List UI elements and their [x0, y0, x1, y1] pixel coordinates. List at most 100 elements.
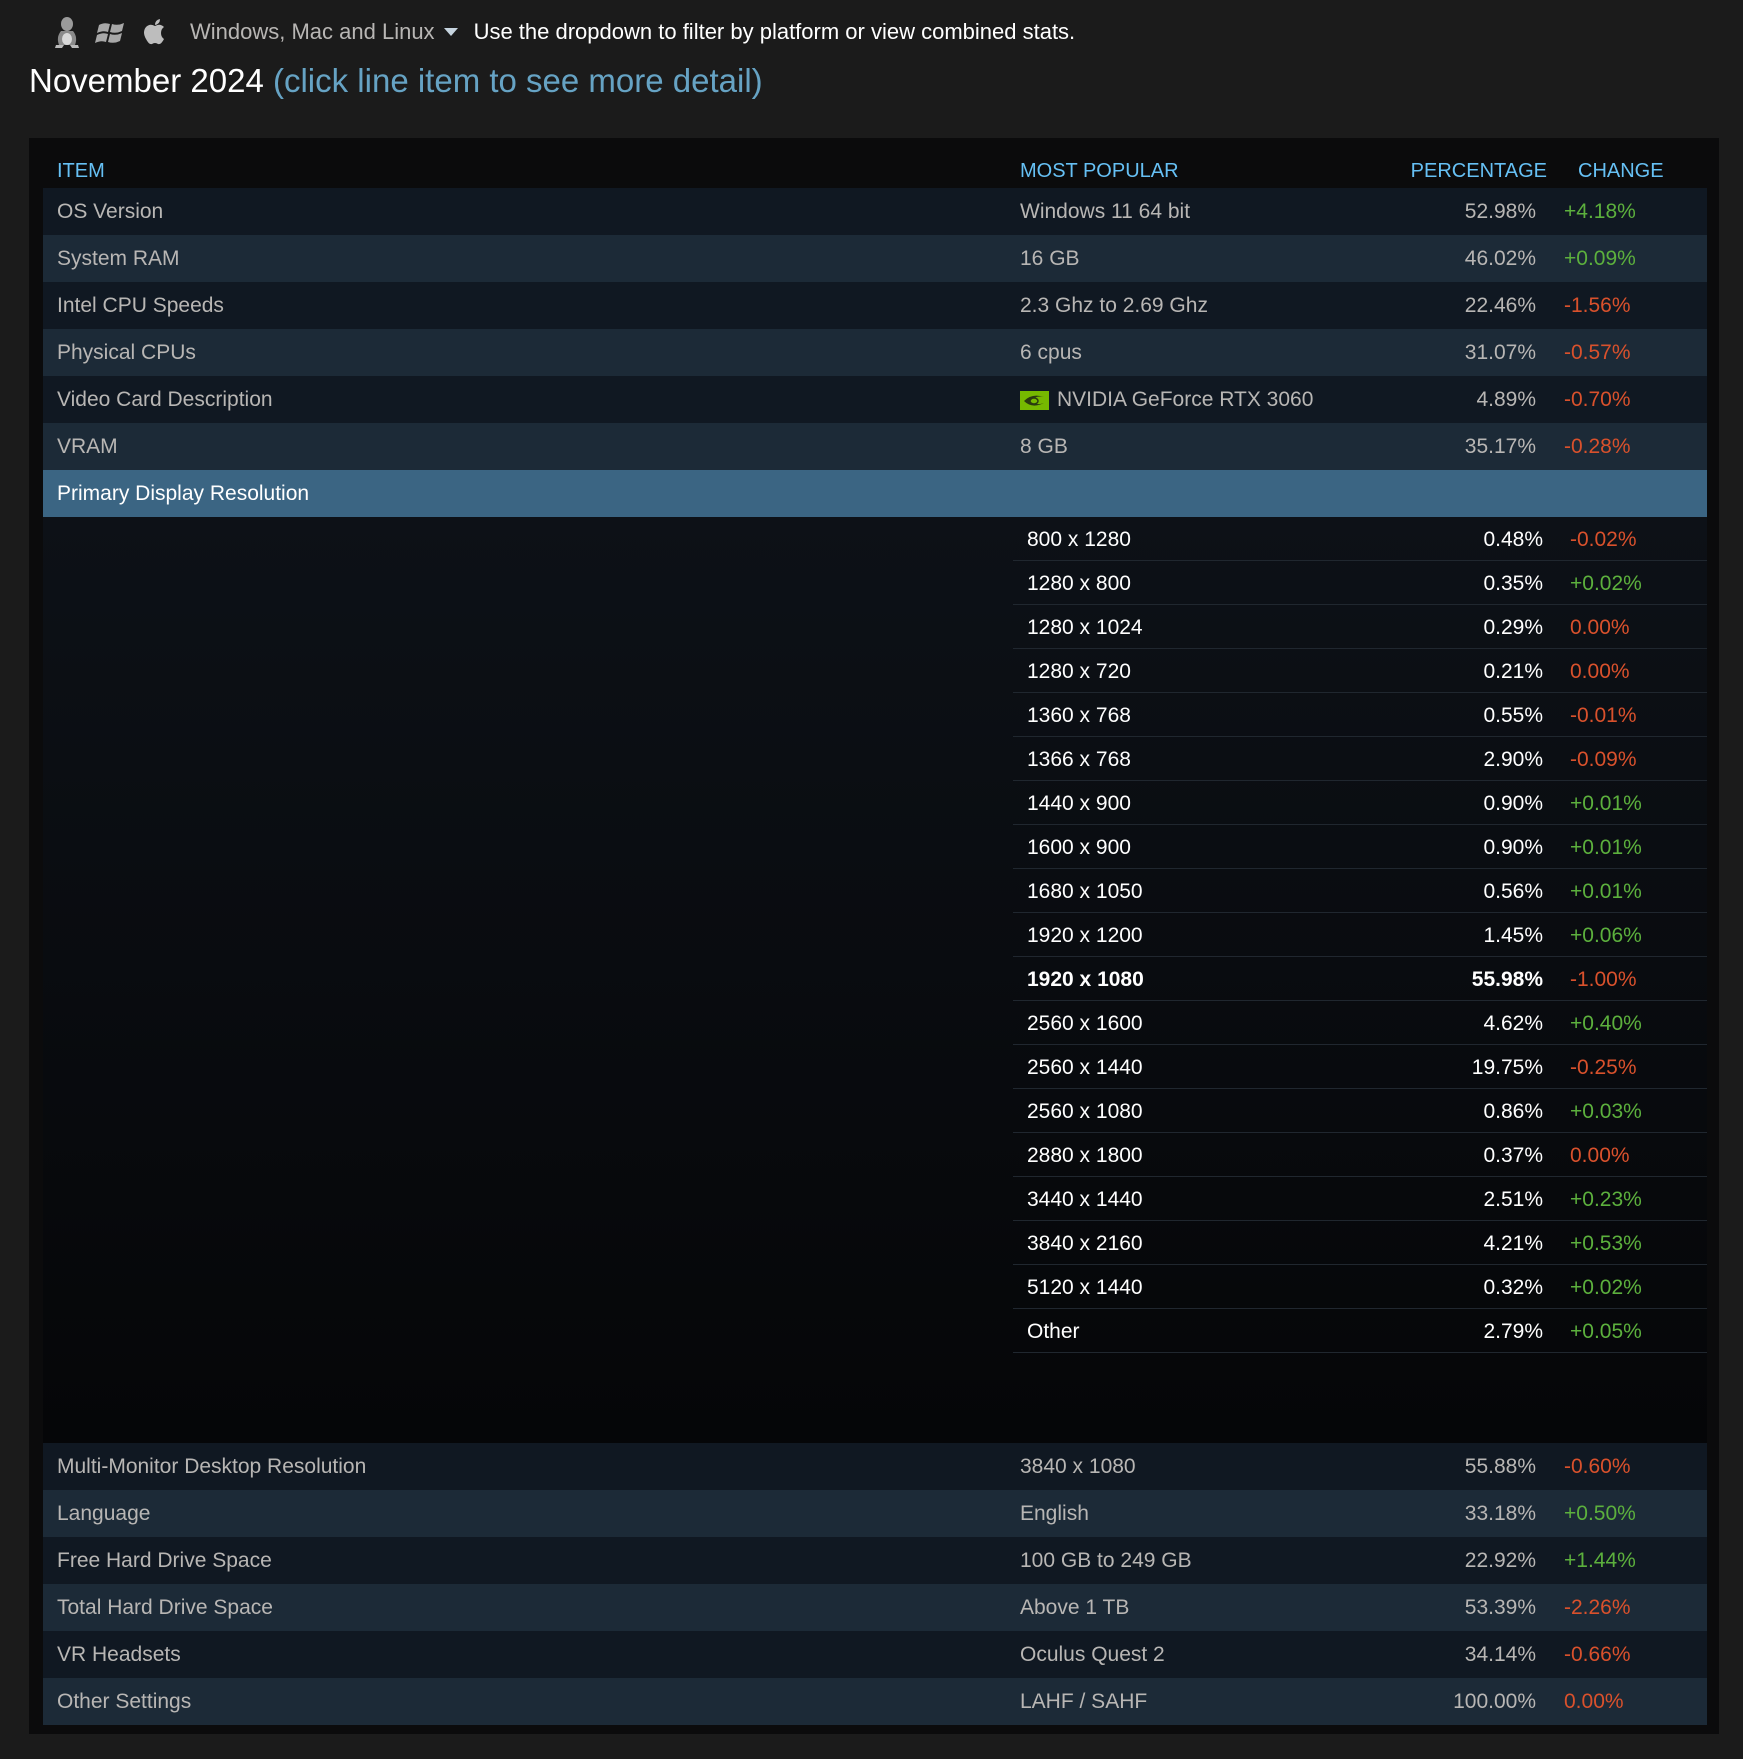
- header-percentage: PERCENTAGE: [1410, 160, 1547, 182]
- table-row[interactable]: VRAM 8 GB 35.17% -0.28%: [43, 423, 1707, 470]
- row-most-popular-value: English: [1020, 1502, 1089, 1525]
- linux-icon[interactable]: [50, 15, 84, 49]
- resolution-value: 2560 x 1440: [1027, 1056, 1143, 1079]
- platform-hint: Use the dropdown to filter by platform o…: [473, 19, 1076, 44]
- windows-icon[interactable]: [94, 15, 128, 49]
- list-item: 2560 x 1600 4.62% +0.40%: [1013, 1001, 1707, 1045]
- resolution-percentage: 0.29%: [1483, 616, 1543, 639]
- row-item: Video Card Description: [57, 388, 273, 411]
- row-item: Free Hard Drive Space: [57, 1549, 272, 1572]
- resolution-percentage: 0.86%: [1483, 1100, 1543, 1123]
- table-row[interactable]: Total Hard Drive Space Above 1 TB 53.39% -2…: [43, 1584, 1707, 1631]
- resolution-value: 1920 x 1200: [1027, 924, 1143, 947]
- row-percentage: 46.02%: [1464, 247, 1536, 270]
- header-item: ITEM: [57, 160, 105, 182]
- resolution-value: 2560 x 1080: [1027, 1100, 1143, 1123]
- row-item: OS Version: [57, 200, 164, 223]
- list-item: 2880 x 1800 0.37% 0.00%: [1013, 1133, 1707, 1177]
- row-change: +0.09%: [1564, 247, 1636, 270]
- row-most-popular: LAHF / SAHF: [1020, 1690, 1147, 1714]
- resolution-change: -0.02%: [1570, 528, 1637, 551]
- row-percentage: 52.98%: [1464, 200, 1536, 223]
- resolution-value: 1920 x 1080: [1027, 968, 1144, 991]
- row-most-popular: English: [1020, 1502, 1089, 1526]
- list-item: 1600 x 900 0.90% +0.01%: [1013, 825, 1707, 869]
- list-item: 3840 x 2160 4.21% +0.53%: [1013, 1221, 1707, 1265]
- table-row[interactable]: System RAM 16 GB 46.02% +0.09%: [43, 235, 1707, 282]
- list-item: 1280 x 800 0.35% +0.02%: [1013, 561, 1707, 605]
- row-most-popular-value: 16 GB: [1020, 247, 1080, 270]
- row-most-popular-value: Windows 11 64 bit: [1020, 200, 1191, 223]
- resolution-change: +0.23%: [1570, 1188, 1642, 1211]
- table-row[interactable]: Other Settings LAHF / SAHF 100.00% 0.00%: [43, 1678, 1707, 1725]
- table-row[interactable]: VR Headsets Oculus Quest 2 34.14% -0.66%: [43, 1631, 1707, 1678]
- resolution-percentage: 4.21%: [1483, 1232, 1543, 1255]
- resolution-change: +0.01%: [1570, 836, 1642, 859]
- list-item: 2560 x 1440 19.75% -0.25%: [1013, 1045, 1707, 1089]
- resolution-change: -0.25%: [1570, 1056, 1637, 1079]
- row-change: -0.70%: [1564, 388, 1631, 411]
- list-item: 1360 x 768 0.55% -0.01%: [1013, 693, 1707, 737]
- resolution-percentage: 1.45%: [1483, 924, 1543, 947]
- row-item: Primary Display Resolution: [57, 482, 310, 505]
- resolution-change: +0.01%: [1570, 792, 1642, 815]
- row-item: Physical CPUs: [57, 341, 196, 364]
- resolution-percentage: 0.32%: [1483, 1276, 1543, 1299]
- resolution-change: -0.01%: [1570, 704, 1637, 727]
- resolution-percentage: 55.98%: [1471, 968, 1543, 991]
- resolution-value: 800 x 1280: [1027, 528, 1131, 551]
- platform-dropdown[interactable]: Windows, Mac and Linux: [190, 19, 474, 45]
- resolution-percentage: 0.35%: [1483, 572, 1543, 595]
- table-row-expanded[interactable]: Primary Display Resolution: [43, 470, 1707, 517]
- resolution-change: 0.00%: [1570, 660, 1630, 683]
- row-percentage: 22.92%: [1464, 1549, 1536, 1572]
- resolution-value: 3440 x 1440: [1027, 1188, 1143, 1211]
- row-item: VRAM: [57, 435, 118, 458]
- table-body: OS Version Windows 11 64 bit 52.98% +4.18% S…: [43, 188, 1707, 1725]
- row-most-popular: NVIDIA GeForce RTX 3060: [1020, 388, 1313, 412]
- row-percentage: 22.46%: [1464, 294, 1536, 317]
- page-title: November 2024 (click line item to see mo…: [29, 62, 763, 100]
- table-row[interactable]: Multi-Monitor Desktop Resolution 3840 x 1…: [43, 1443, 1707, 1490]
- resolution-percentage: 0.21%: [1483, 660, 1543, 683]
- row-item: VR Headsets: [57, 1643, 181, 1666]
- resolution-value: 1680 x 1050: [1027, 880, 1143, 903]
- list-item: 1280 x 1024 0.29% 0.00%: [1013, 605, 1707, 649]
- row-item: System RAM: [57, 247, 180, 270]
- resolution-change: 0.00%: [1570, 616, 1630, 639]
- resolution-value: 1360 x 768: [1027, 704, 1131, 727]
- resolution-list: 800 x 1280 0.48% -0.02% 1280 x 800 0.35% +0.0…: [1013, 517, 1707, 1353]
- row-change: +0.50%: [1564, 1502, 1636, 1525]
- resolution-percentage: 0.48%: [1483, 528, 1543, 551]
- row-change: -2.26%: [1564, 1596, 1631, 1619]
- apple-icon[interactable]: [138, 15, 172, 49]
- list-item: 1440 x 900 0.90% +0.01%: [1013, 781, 1707, 825]
- row-most-popular: 6 cpus: [1020, 341, 1082, 365]
- resolution-value: 1280 x 1024: [1027, 616, 1143, 639]
- row-item: Language: [57, 1502, 151, 1525]
- list-item: Other 2.79% +0.05%: [1013, 1309, 1707, 1353]
- row-change: 0.00%: [1564, 1690, 1624, 1713]
- resolution-change: +0.53%: [1570, 1232, 1642, 1255]
- resolution-value: 1366 x 768: [1027, 748, 1131, 771]
- list-item: 5120 x 1440 0.32% +0.02%: [1013, 1265, 1707, 1309]
- list-item: 2560 x 1080 0.86% +0.03%: [1013, 1089, 1707, 1133]
- resolution-change: +0.05%: [1570, 1320, 1642, 1343]
- table-row[interactable]: Language English 33.18% +0.50%: [43, 1490, 1707, 1537]
- table-row[interactable]: Free Hard Drive Space 100 GB to 249 GB 22.…: [43, 1537, 1707, 1584]
- platform-bar: Windows, Mac and Linux Use the dropdown …: [50, 10, 1075, 54]
- nvidia-icon: [1020, 390, 1049, 410]
- table-header: ITEM MOST POPULAR PERCENTAGE CHANGE: [43, 158, 1707, 188]
- row-percentage: 100.00%: [1453, 1690, 1536, 1713]
- row-change: -0.66%: [1564, 1643, 1631, 1666]
- table-row[interactable]: OS Version Windows 11 64 bit 52.98% +4.18%: [43, 188, 1707, 235]
- row-most-popular-value: 6 cpus: [1020, 341, 1082, 364]
- row-most-popular-value: 8 GB: [1020, 435, 1068, 458]
- row-most-popular-value: 2.3 Ghz to 2.69 Ghz: [1020, 294, 1208, 317]
- table-row[interactable]: Intel CPU Speeds 2.3 Ghz to 2.69 Ghz 22.46…: [43, 282, 1707, 329]
- row-most-popular: 3840 x 1080: [1020, 1455, 1136, 1479]
- chevron-down-icon: [443, 28, 458, 36]
- table-row[interactable]: Physical CPUs 6 cpus 31.07% -0.57%: [43, 329, 1707, 376]
- resolution-value: 1600 x 900: [1027, 836, 1131, 859]
- table-row[interactable]: Video Card Description NVIDIA GeForce RTX…: [43, 376, 1707, 423]
